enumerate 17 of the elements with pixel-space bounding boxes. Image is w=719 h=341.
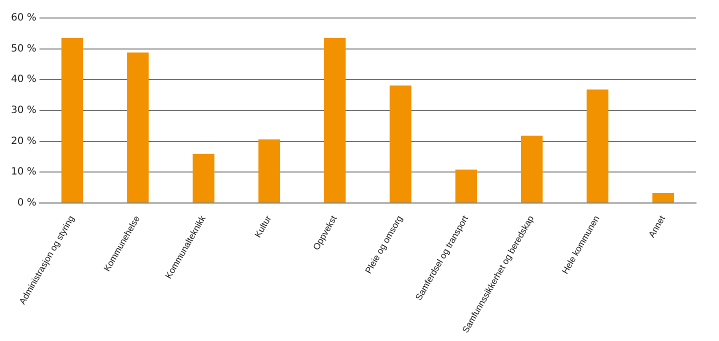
bar [521, 136, 543, 202]
bar [652, 193, 674, 202]
y-tick-label: 40 % [11, 74, 36, 86]
y-tick-label: 30 % [11, 105, 36, 116]
bar [61, 38, 84, 202]
y-tick-label: 50 % [11, 43, 36, 54]
bar [324, 38, 346, 202]
y-tick-label: 10 % [11, 166, 36, 178]
bar [192, 154, 214, 202]
bar [455, 170, 478, 202]
y-tick-label: 20 % [11, 136, 36, 147]
bar [586, 90, 608, 202]
y-tick-label: 0 % [17, 198, 36, 209]
bar [258, 139, 280, 202]
bar [127, 52, 149, 202]
bar [390, 85, 412, 202]
y-tick-label: 60 % [11, 12, 36, 24]
